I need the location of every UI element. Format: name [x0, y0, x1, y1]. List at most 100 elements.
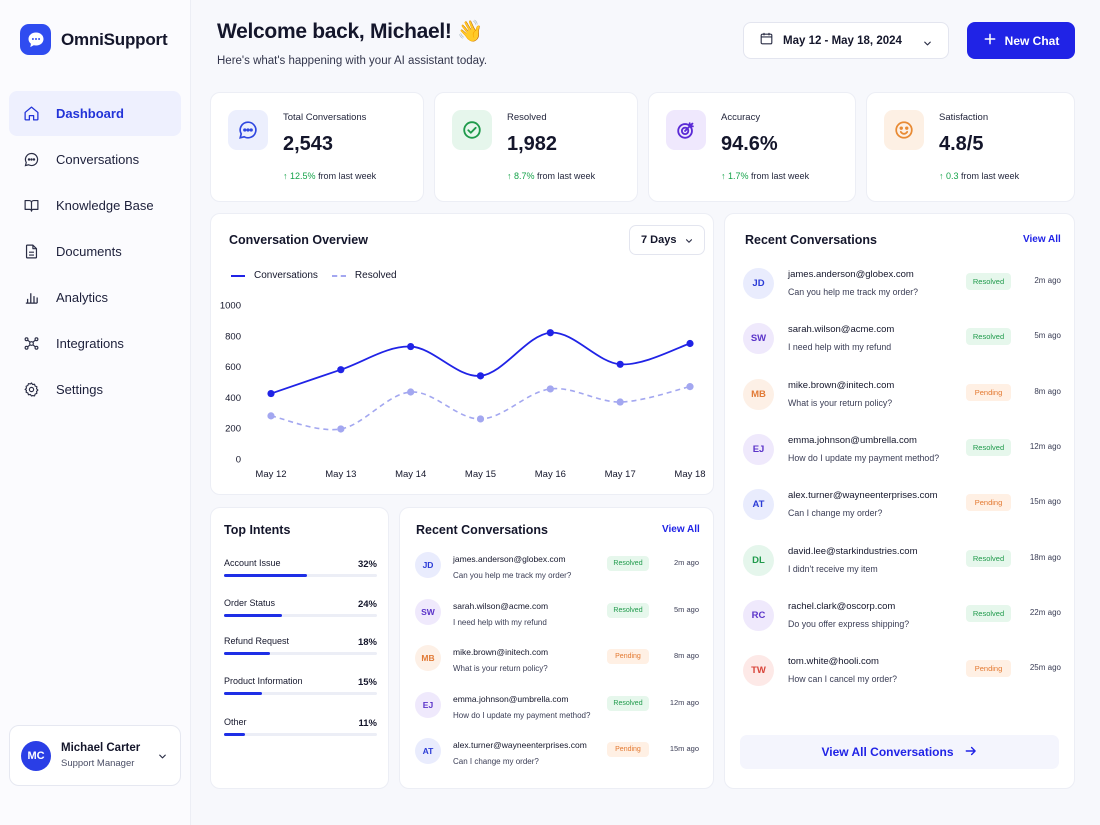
stat-card-accuracy: Accuracy 94.6% ↑ 1.7% from last week [648, 92, 856, 202]
sidebar: OmniSupport Dashboard Conversations Know… [0, 0, 191, 825]
chat-icon [22, 151, 40, 169]
bar-chart-icon [22, 289, 40, 307]
conversation-time: 15m ago [669, 744, 699, 753]
integrations-icon [22, 335, 40, 353]
conversation-email: alex.turner@wayneenterprises.com [453, 740, 587, 750]
conversation-email: emma.johnson@umbrella.com [453, 693, 569, 704]
view-all-link[interactable]: View All [1023, 234, 1061, 245]
conversation-time: 2m ago [673, 558, 699, 567]
sidebar-item-analytics[interactable]: Analytics [9, 275, 181, 320]
intent-bar-fill [224, 574, 307, 577]
data-point-resolved [546, 385, 554, 393]
legend-item-resolved[interactable]: Resolved [331, 270, 397, 281]
top-intents-card: Top Intents Account Issue 32% Order Status… [210, 507, 389, 789]
card-title: Recent Conversations [416, 523, 548, 537]
conversation-email: james.anderson@globex.com [788, 269, 914, 280]
sidebar-item-integrations[interactable]: Integrations [9, 321, 181, 366]
status-badge: Pending [607, 742, 649, 757]
sidebar-item-settings[interactable]: Settings [9, 367, 181, 412]
conversation-message: How can I cancel my order? [788, 674, 898, 685]
view-all-conversations-button[interactable]: View All Conversations [740, 735, 1059, 769]
conversation-email: alex.turner@wayneenterprises.com [788, 490, 938, 502]
chevron-down-icon[interactable] [157, 749, 168, 767]
sidebar-item-label: Knowledge Base [56, 198, 154, 213]
stat-label: Accuracy [721, 112, 761, 123]
stat-change-suffix: from last week [318, 171, 377, 181]
conversation-email: david.lee@starkindustries.com [788, 545, 918, 557]
sidebar-item-conversations[interactable]: Conversations [9, 137, 181, 182]
data-point-conversations [686, 339, 694, 348]
y-tick-label: 800 [225, 331, 241, 342]
user-profile-card[interactable]: MC Michael Carter Support Manager [9, 725, 181, 786]
avatar: SW [743, 323, 774, 355]
sidebar-item-label: Conversations [56, 152, 140, 167]
new-chat-button[interactable]: New Chat [967, 22, 1075, 59]
stat-card-satisfaction: Satisfaction 4.8/5 ↑ 0.3 from last week [866, 92, 1075, 202]
legend-swatch [331, 274, 346, 277]
intent-bar-track [224, 692, 377, 695]
avatar: MB [415, 645, 441, 671]
status-badge: Resolved [966, 549, 1011, 567]
avatar: SW [415, 598, 441, 625]
conversation-time: 25m ago [1029, 663, 1061, 673]
range-select[interactable]: 7 Days [629, 225, 705, 255]
intent-name: Refund Request [224, 636, 290, 646]
avatar: MB [743, 378, 774, 410]
stat-label: Resolved [507, 112, 547, 123]
data-point-resolved [686, 383, 694, 391]
app-name: OmniSupport [61, 29, 168, 49]
sidebar-item-dashboard[interactable]: Dashboard [9, 91, 181, 136]
view-all-link[interactable]: View All [662, 524, 700, 535]
intent-bar-fill [224, 614, 283, 617]
book-icon [22, 197, 40, 215]
recent-conversations-card-small: Recent Conversations View All JD james.an… [399, 507, 714, 789]
data-point-resolved [616, 398, 624, 406]
chart-legend: Conversations Resolved [231, 270, 397, 281]
conversation-time: 8m ago [1034, 386, 1061, 396]
data-point-conversations [337, 366, 345, 374]
conversation-email: james.anderson@globex.com [453, 554, 566, 564]
intent-row: Account Issue 32% [224, 558, 377, 577]
chevron-down-icon [922, 36, 933, 54]
conversation-time: 2m ago [1034, 276, 1061, 285]
intent-bar-track [224, 733, 377, 736]
stat-value: 94.6% [721, 133, 778, 155]
date-range-picker[interactable]: May 12 - May 18, 2024 [743, 22, 949, 59]
x-tick-label: May 14 [395, 469, 426, 480]
gear-icon [22, 381, 40, 399]
series-line-resolved [270, 385, 691, 431]
line-chart: 0 200 400 600 800 1000 May 12 May 13 May 14 May 1… [220, 301, 706, 481]
document-icon [22, 243, 40, 261]
x-tick-label: May 15 [465, 469, 496, 480]
card-title: Recent Conversations [745, 233, 877, 247]
home-icon [22, 105, 40, 123]
card-title: Top Intents [224, 523, 291, 537]
card-title: Conversation Overview [229, 233, 368, 247]
stat-value: 4.8/5 [939, 133, 984, 155]
sidebar-nav: Dashboard Conversations Knowledge Base D… [9, 91, 181, 413]
intent-bar-track [224, 614, 377, 617]
stat-change-suffix: from last week [751, 171, 810, 181]
sidebar-item-documents[interactable]: Documents [9, 229, 181, 274]
range-value: 7 Days [641, 234, 677, 246]
user-role: Support Manager [61, 758, 135, 769]
avatar: EJ [415, 691, 441, 718]
legend-item-conversations[interactable]: Conversations [231, 270, 318, 281]
sidebar-item-label: Integrations [56, 336, 124, 351]
y-tick-label: 0 [236, 455, 241, 466]
conversation-message: How do I update my payment method? [453, 710, 591, 720]
conversation-message: Can I change my order? [788, 508, 883, 519]
new-chat-label: New Chat [1004, 33, 1060, 48]
view-all-conversations-label: View All Conversations [821, 745, 954, 759]
x-tick-label: May 18 [674, 469, 705, 480]
brand[interactable]: OmniSupport [20, 24, 168, 55]
conversation-message: I need help with my refund [788, 342, 892, 353]
date-range-value: May 12 - May 18, 2024 [783, 34, 902, 47]
conversation-message: I didn't receive my item [788, 563, 878, 574]
x-tick-label: May 13 [325, 469, 356, 480]
intent-name: Other [224, 717, 247, 727]
data-point-conversations [616, 360, 624, 368]
intent-percent: 24% [357, 599, 377, 610]
conversation-message: What is your return policy? [788, 397, 893, 408]
sidebar-item-knowledge-base[interactable]: Knowledge Base [9, 183, 181, 228]
